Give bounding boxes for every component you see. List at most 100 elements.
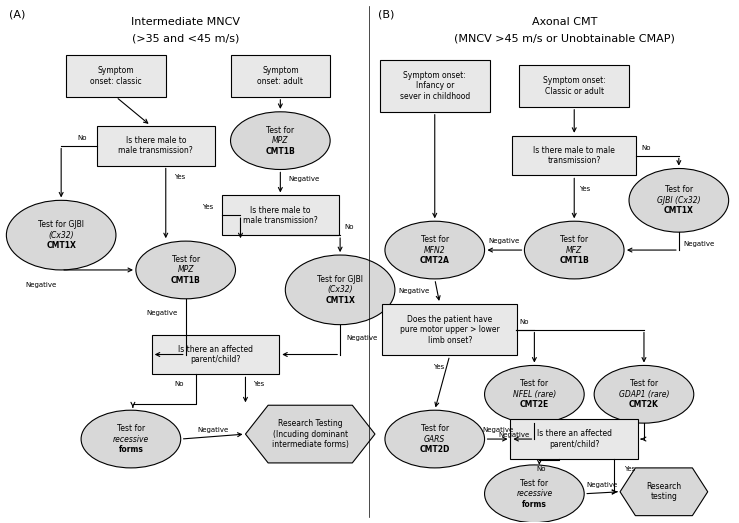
Ellipse shape — [629, 168, 729, 232]
Text: Research
testing: Research testing — [647, 482, 681, 502]
Text: Test for: Test for — [630, 379, 658, 388]
Text: GARS: GARS — [424, 435, 446, 444]
Text: Yes: Yes — [434, 365, 445, 370]
Ellipse shape — [81, 410, 181, 468]
Text: MFN2: MFN2 — [424, 246, 446, 255]
Text: MPZ: MPZ — [272, 136, 289, 145]
Text: recessive: recessive — [113, 435, 149, 444]
Text: Test for: Test for — [420, 424, 449, 433]
Text: No: No — [641, 144, 650, 151]
Text: CMT2K: CMT2K — [629, 401, 659, 410]
FancyBboxPatch shape — [222, 196, 339, 235]
Text: Test for GJBI: Test for GJBI — [38, 220, 84, 229]
Text: Is there male to
male transmission?: Is there male to male transmission? — [118, 136, 193, 155]
Text: (Cx32): (Cx32) — [48, 231, 74, 240]
Text: Intermediate MNCV: Intermediate MNCV — [132, 17, 240, 27]
FancyBboxPatch shape — [151, 335, 279, 374]
FancyBboxPatch shape — [383, 304, 517, 356]
Text: No: No — [344, 224, 353, 230]
Text: Negative: Negative — [684, 241, 715, 247]
Text: CMT2D: CMT2D — [420, 445, 450, 454]
Text: CMT1X: CMT1X — [664, 207, 694, 215]
Text: Negative: Negative — [489, 238, 520, 244]
Text: Test for: Test for — [117, 424, 145, 433]
Text: Negative: Negative — [197, 427, 228, 433]
Text: Research Testing
(Incuding dominant
intermediate forms): Research Testing (Incuding dominant inte… — [272, 419, 349, 449]
Text: Test for: Test for — [560, 235, 588, 244]
Text: Negative: Negative — [346, 335, 378, 340]
Text: Negative: Negative — [482, 427, 513, 433]
Text: Does the patient have
pure motor upper > lower
limb onset?: Does the patient have pure motor upper >… — [400, 315, 500, 345]
Text: No: No — [174, 381, 184, 388]
Text: GDAP1 (rare): GDAP1 (rare) — [619, 390, 670, 399]
Text: MPZ: MPZ — [177, 266, 194, 275]
Text: Test for: Test for — [266, 126, 294, 134]
Text: NFEL (rare): NFEL (rare) — [513, 390, 556, 399]
Text: recessive: recessive — [517, 489, 553, 498]
Text: Is there male to
male transmission?: Is there male to male transmission? — [243, 206, 318, 225]
Polygon shape — [620, 468, 708, 516]
Text: CMT1B: CMT1B — [265, 147, 295, 156]
Text: Is there an affected
parent/child?: Is there an affected parent/child? — [178, 345, 253, 364]
FancyBboxPatch shape — [520, 65, 629, 107]
Text: Symptom
onset: classic: Symptom onset: classic — [90, 66, 142, 86]
Text: Axonal CMT: Axonal CMT — [531, 17, 597, 27]
Text: forms: forms — [522, 500, 547, 509]
Text: Negative: Negative — [25, 282, 56, 288]
FancyBboxPatch shape — [511, 419, 638, 459]
Text: CMT2E: CMT2E — [520, 401, 549, 410]
Text: (Cx32): (Cx32) — [327, 286, 353, 294]
Text: Yes: Yes — [202, 204, 214, 210]
Text: Negative: Negative — [587, 482, 618, 488]
Text: Yes: Yes — [579, 186, 590, 192]
Ellipse shape — [231, 112, 330, 169]
Ellipse shape — [525, 221, 624, 279]
Text: Test for: Test for — [420, 235, 449, 244]
Text: Negative: Negative — [146, 310, 177, 316]
Text: Test for: Test for — [520, 479, 548, 487]
Text: CMT1B: CMT1B — [171, 276, 200, 285]
Text: Test for: Test for — [520, 379, 548, 388]
Text: Test for: Test for — [171, 255, 200, 264]
Text: (A): (A) — [10, 9, 26, 19]
Text: CMT2A: CMT2A — [420, 256, 450, 265]
FancyBboxPatch shape — [380, 60, 489, 112]
Text: (>35 and <45 m/s): (>35 and <45 m/s) — [132, 33, 239, 43]
Text: Is there an affected
parent/child?: Is there an affected parent/child? — [537, 429, 612, 449]
Ellipse shape — [385, 221, 485, 279]
Text: Yes: Yes — [624, 466, 636, 472]
Ellipse shape — [594, 366, 694, 423]
Text: GJBI (Cx32): GJBI (Cx32) — [657, 196, 701, 205]
Ellipse shape — [285, 255, 395, 325]
Text: Yes: Yes — [174, 175, 185, 180]
Ellipse shape — [7, 200, 116, 270]
FancyBboxPatch shape — [512, 135, 636, 175]
Text: CMT1X: CMT1X — [325, 296, 355, 305]
FancyBboxPatch shape — [97, 126, 214, 165]
Ellipse shape — [385, 410, 485, 468]
FancyBboxPatch shape — [67, 55, 166, 97]
Text: MFZ: MFZ — [566, 246, 582, 255]
Text: Symptom onset:
Infancy or
sever in childhood: Symptom onset: Infancy or sever in child… — [400, 71, 470, 101]
Text: forms: forms — [118, 445, 143, 454]
Text: (B): (B) — [378, 9, 395, 19]
Text: No: No — [520, 319, 529, 325]
Polygon shape — [245, 405, 375, 463]
Ellipse shape — [485, 465, 585, 522]
Text: CMT1B: CMT1B — [559, 256, 589, 265]
Text: Symptom onset:
Classic or adult: Symptom onset: Classic or adult — [543, 76, 605, 96]
Text: CMT1X: CMT1X — [47, 241, 76, 251]
Text: Yes: Yes — [253, 381, 265, 388]
Ellipse shape — [485, 366, 585, 423]
Text: No: No — [537, 466, 546, 472]
FancyBboxPatch shape — [231, 55, 330, 97]
Text: Negative: Negative — [498, 432, 529, 438]
Text: Negative: Negative — [288, 176, 319, 183]
Text: (MNCV >45 m/s or Unobtainable CMAP): (MNCV >45 m/s or Unobtainable CMAP) — [454, 33, 675, 43]
Text: Negative: Negative — [398, 288, 430, 294]
Text: Symptom
onset: adult: Symptom onset: adult — [257, 66, 303, 86]
Text: No: No — [78, 134, 87, 141]
Ellipse shape — [136, 241, 236, 299]
Text: Test for: Test for — [665, 185, 693, 194]
Text: Test for GJBI: Test for GJBI — [317, 275, 363, 283]
